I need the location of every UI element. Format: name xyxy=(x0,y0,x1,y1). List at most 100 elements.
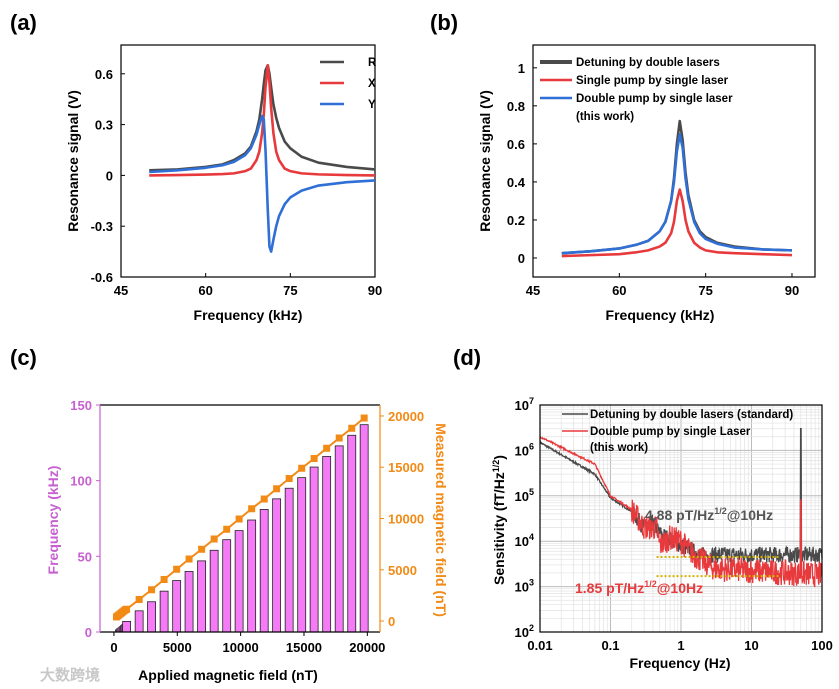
a-xlabel: Frequency (kHz) xyxy=(194,307,303,323)
a-ylabel: Resonance signal (V) xyxy=(65,90,81,232)
c-xtick-label: 5000 xyxy=(163,640,192,655)
d-ytick-exponent: 2 xyxy=(529,623,534,633)
measured-field-marker xyxy=(135,595,143,603)
watermark: 大数跨境 xyxy=(40,666,100,684)
d-ytick-exponent: 6 xyxy=(529,441,534,451)
frequency-bar xyxy=(259,509,269,633)
b-series-double xyxy=(561,133,793,255)
b-ytick-label: 0 xyxy=(518,251,525,266)
b-legend-label-2: (this work) xyxy=(576,111,634,123)
d-ytick-label: 107 xyxy=(515,396,534,413)
measured-field-marker xyxy=(298,464,306,472)
d-ytick-exponent: 3 xyxy=(529,578,534,588)
a-ytick-label: 0 xyxy=(106,168,113,183)
measured-field-marker xyxy=(173,565,181,573)
panel-label-a: (a) xyxy=(10,10,37,35)
a-legend-label: Y xyxy=(368,99,376,111)
frequency-bar xyxy=(172,580,182,633)
measured-field-marker xyxy=(185,555,193,563)
panel-label-d: (d) xyxy=(453,345,481,370)
frequency-bar xyxy=(159,590,169,633)
measured-field-marker xyxy=(285,475,293,483)
frequency-bar xyxy=(209,549,219,633)
d-xtick-label: 10 xyxy=(744,638,758,653)
b-ytick-label: 0.6 xyxy=(507,137,525,152)
frequency-bar xyxy=(197,560,207,633)
c-xlabel: Applied magnetic field (nT) xyxy=(138,667,318,683)
a-legend-label: R xyxy=(368,57,377,69)
c-ytick-label: 150 xyxy=(70,398,92,413)
d-annotation-sup: 1/2 xyxy=(714,506,727,516)
frequency-bar xyxy=(234,530,244,633)
measured-field-marker xyxy=(360,414,368,422)
b-legend-label: Detuning by double lasers xyxy=(576,57,720,69)
b-ylabel: Resonance signal (V) xyxy=(477,90,493,232)
c-y2tick-label: 0 xyxy=(388,614,395,629)
b-xtick-label: 75 xyxy=(698,283,712,298)
c-y2tick-label: 5000 xyxy=(388,563,417,578)
d-xtick-label: 0.01 xyxy=(527,638,552,653)
frequency-bar xyxy=(347,434,357,633)
b-xlabel: Frequency (kHz) xyxy=(606,307,715,323)
c-ytick-label: 0 xyxy=(85,625,92,640)
frequency-bar xyxy=(284,487,294,633)
measured-field-marker xyxy=(335,434,343,442)
a-series-x xyxy=(149,64,376,177)
measured-field-marker xyxy=(235,515,243,523)
a-ytick-label: 0.3 xyxy=(95,118,113,133)
measured-field-marker xyxy=(148,586,156,594)
d-annotation-suffix: @10Hz xyxy=(657,580,703,596)
b-xtick-label: 60 xyxy=(612,283,626,298)
c-y2tick-label: 10000 xyxy=(388,512,424,527)
b-ytick-label: 0.8 xyxy=(507,99,525,114)
b-plot-frame xyxy=(532,44,816,278)
b-ytick-label: 0.2 xyxy=(507,213,525,228)
d-ylabel-sup: 1/2 xyxy=(491,460,501,473)
a-series-y xyxy=(149,114,376,253)
frequency-bar xyxy=(359,424,369,633)
d-ylabel: Sensitivity (fT/Hz1/2) xyxy=(491,455,507,585)
b-xtick-label: 90 xyxy=(785,283,799,298)
frequency-bar xyxy=(247,519,257,633)
c-xtick-label: 10000 xyxy=(223,640,259,655)
d-ytick-exponent: 5 xyxy=(529,487,534,497)
d-ytick-label: 106 xyxy=(515,441,534,458)
d-ytick-label: 104 xyxy=(515,532,534,549)
d-ytick-exponent: 7 xyxy=(529,396,534,406)
d-xtick-label: 0.1 xyxy=(601,638,619,653)
a-legend-label: X xyxy=(368,78,376,90)
a-plot-frame xyxy=(120,44,376,278)
d-annotation-suffix: @10Hz xyxy=(727,507,773,523)
b-legend-label: Single pump by single laser xyxy=(576,75,729,87)
d-xlabel: Frequency (Hz) xyxy=(629,655,730,671)
measured-field-marker xyxy=(260,495,268,503)
d-annotation-value: 1.85 pT/Hz xyxy=(575,580,644,596)
d-legend-label: Double pump by single Laser xyxy=(590,426,751,438)
measured-field-marker xyxy=(123,605,131,613)
d-ylabel-main: Sensitivity (fT/Hz xyxy=(491,472,507,585)
panel-label-b: (b) xyxy=(430,10,458,35)
c-xtick-label: 15000 xyxy=(286,640,322,655)
d-legend-label-2: (this work) xyxy=(590,442,648,454)
frequency-bar xyxy=(122,621,132,633)
c-ytick-label: 50 xyxy=(78,549,92,564)
a-ytick-label: 0.6 xyxy=(95,67,113,82)
c-ytick-label: 100 xyxy=(70,474,92,489)
d-annotation-sup: 1/2 xyxy=(644,579,657,589)
a-xtick-label: 60 xyxy=(198,283,212,298)
a-xtick-label: 90 xyxy=(368,283,382,298)
d-xtick-label: 1 xyxy=(677,638,684,653)
d-ylabel-end: ) xyxy=(491,455,507,460)
frequency-bar xyxy=(134,610,144,633)
measured-field-marker xyxy=(198,545,206,553)
b-series-single xyxy=(561,188,793,258)
frequency-bar xyxy=(222,539,232,633)
b-series-detuning xyxy=(561,119,793,255)
d-annotation-value: 4.88 pT/Hz xyxy=(645,507,714,523)
c-y2tick-label: 15000 xyxy=(388,460,424,475)
c-ylabel: Frequency (kHz) xyxy=(45,466,61,575)
measured-field-marker xyxy=(223,525,231,533)
frequency-bar xyxy=(147,601,156,633)
